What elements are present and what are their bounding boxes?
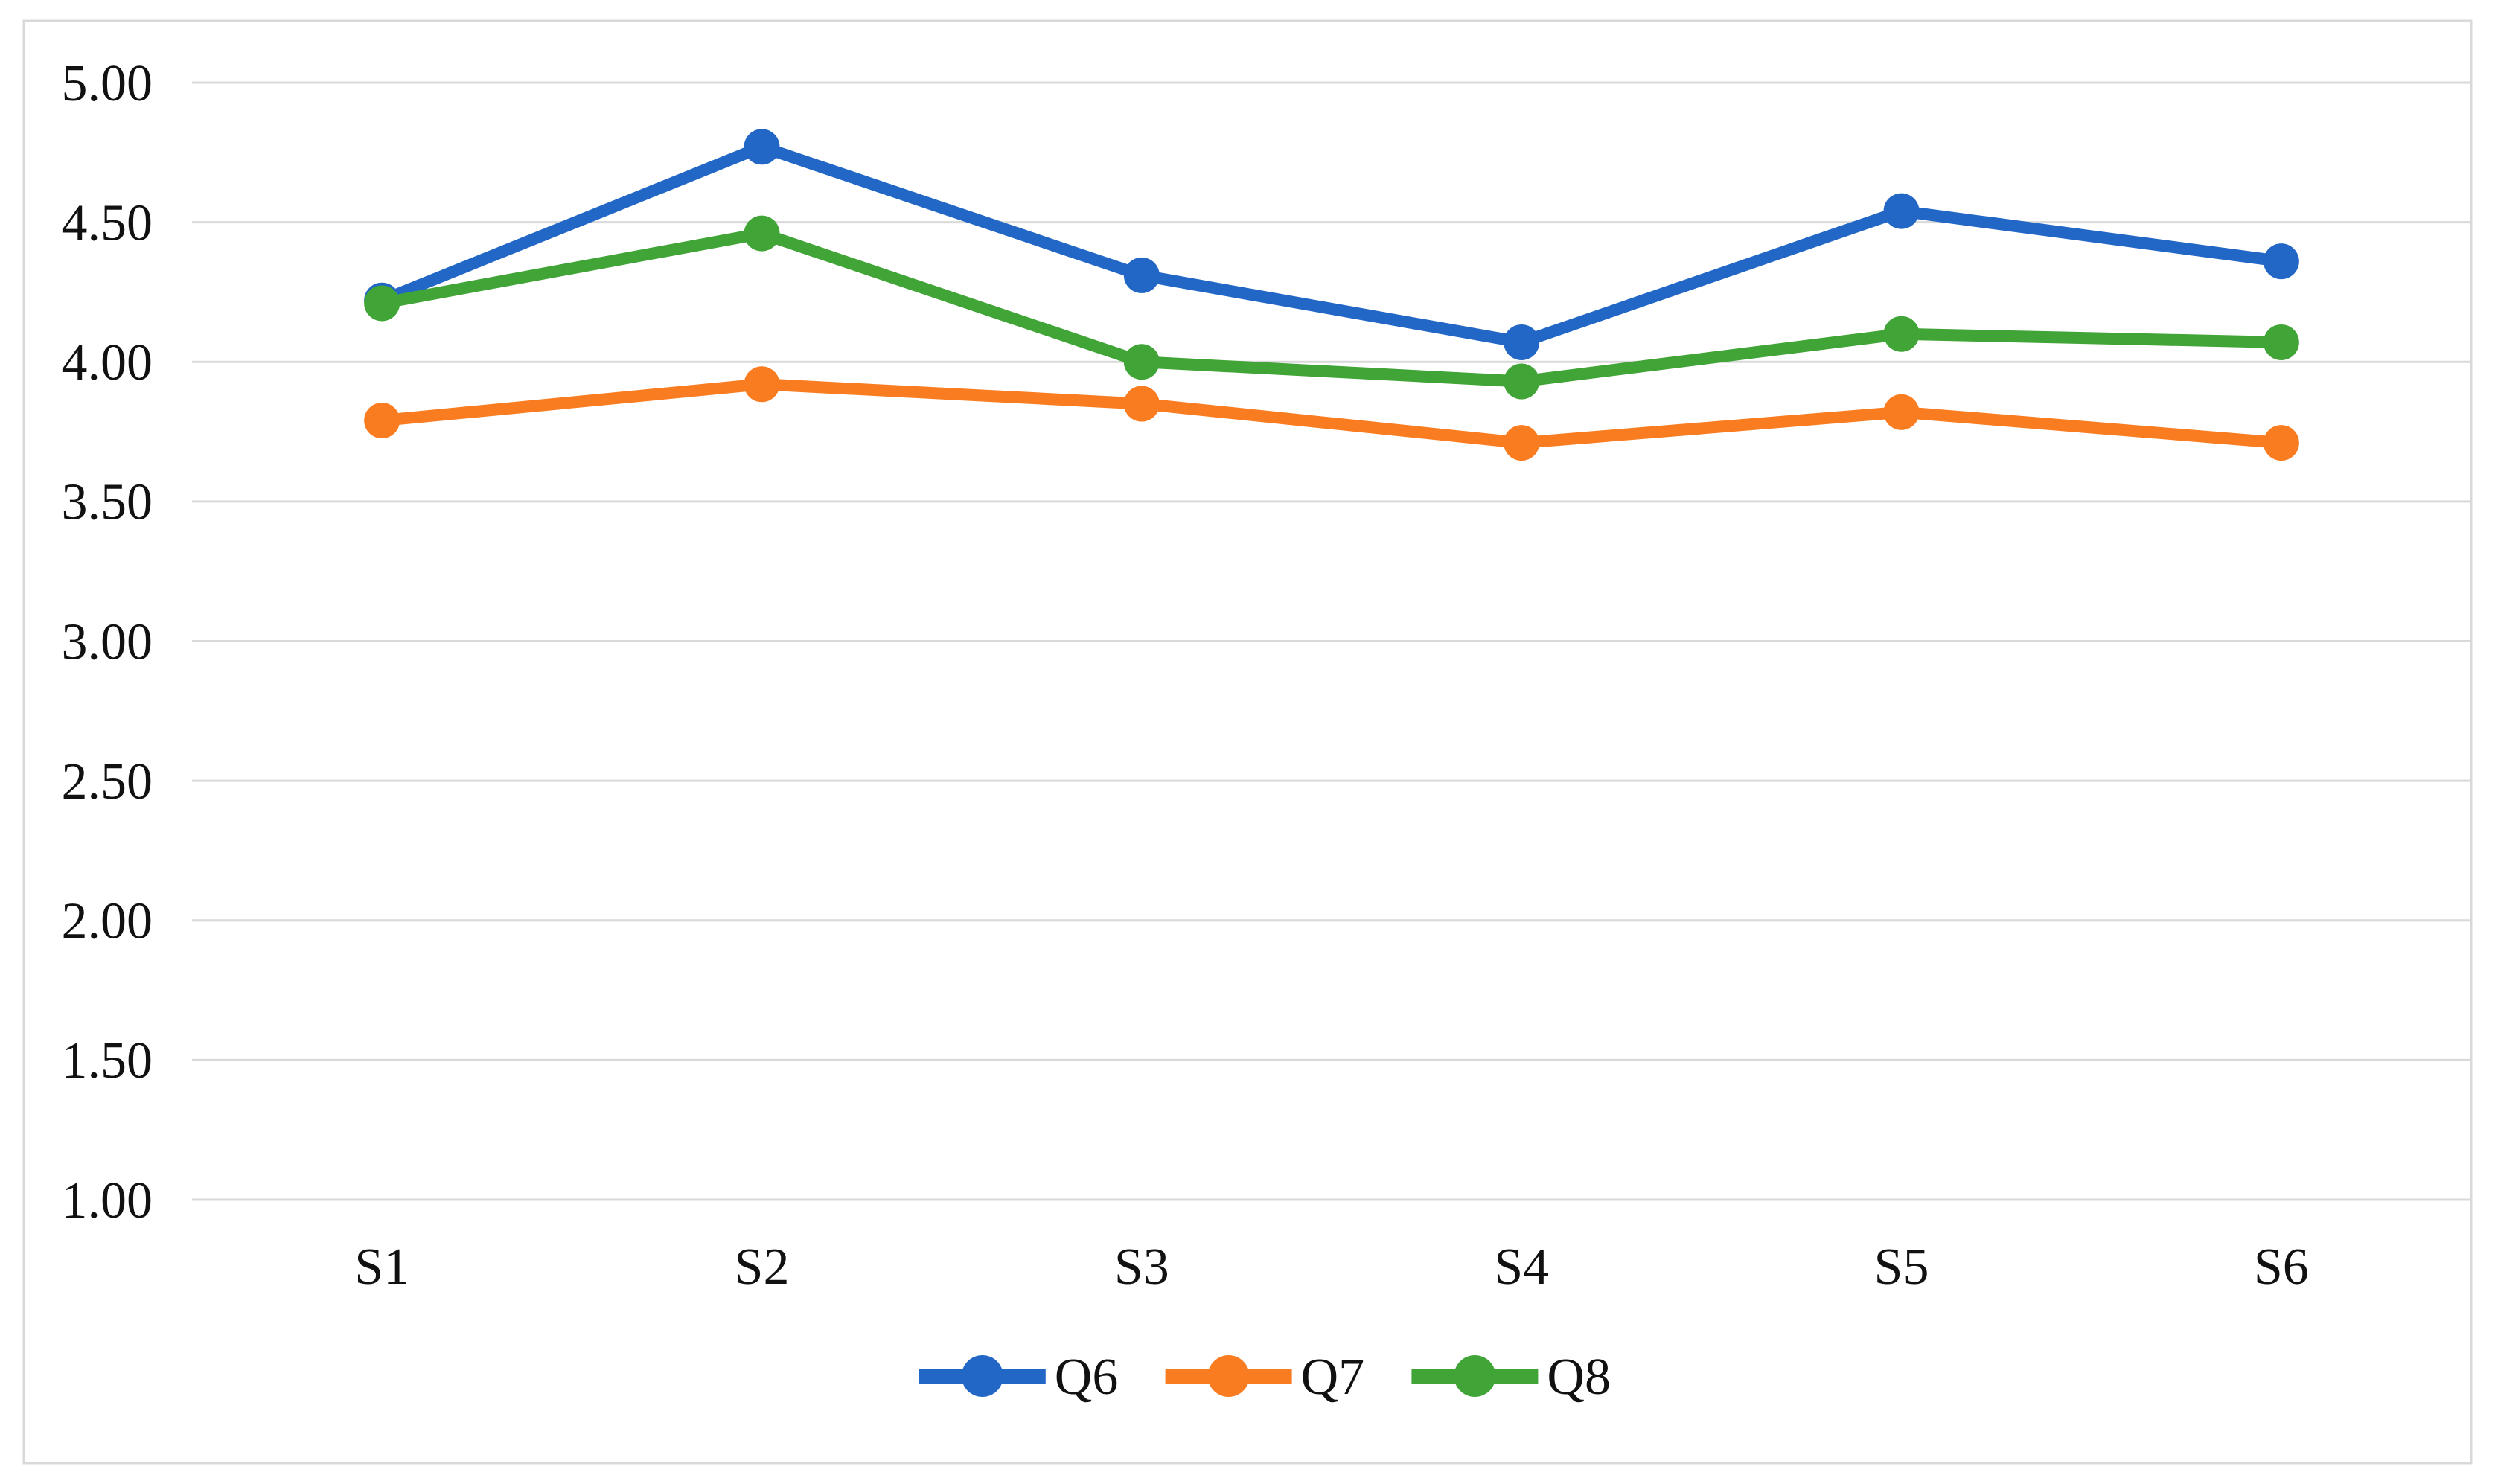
series-q7-marker xyxy=(1123,386,1160,422)
legend-item-q7: Q7 xyxy=(1165,1349,1365,1406)
series-q6-marker xyxy=(2263,243,2299,280)
y-axis-tick-label: 1.00 xyxy=(62,1172,153,1229)
series-q8-marker xyxy=(1883,316,1920,352)
series-q7-line xyxy=(376,378,2287,450)
legend-swatch-marker-q6 xyxy=(961,1355,1003,1397)
chart-border xyxy=(22,19,2473,1465)
series-q8-marker xyxy=(1123,344,1160,380)
x-axis-label: S4 xyxy=(1494,1238,1549,1296)
series-q6-line xyxy=(376,141,2287,348)
x-axis-label: S5 xyxy=(1874,1238,1929,1296)
y-axis-tick-label: 2.50 xyxy=(62,753,153,810)
legend-item-q8: Q8 xyxy=(1411,1349,1611,1406)
y-axis-tick-label: 3.00 xyxy=(62,613,153,671)
x-axis-label: S3 xyxy=(1114,1238,1169,1296)
x-axis-label: S1 xyxy=(354,1238,409,1296)
y-axis-tick-label: 4.00 xyxy=(62,334,153,391)
series-q7-marker xyxy=(1883,394,1920,430)
x-axis-label: S2 xyxy=(735,1238,790,1296)
legend-item-q6: Q6 xyxy=(919,1349,1119,1406)
legend-label-q7: Q7 xyxy=(1301,1349,1365,1406)
legend-label-q6: Q6 xyxy=(1055,1349,1119,1406)
y-axis-tick-label: 5.00 xyxy=(62,55,153,112)
series-q6-marker xyxy=(744,129,780,165)
series-q6-marker xyxy=(1123,257,1160,293)
legend-swatch-marker-q7 xyxy=(1207,1355,1250,1397)
legend-label-q8: Q8 xyxy=(1547,1349,1611,1406)
series-q8-marker xyxy=(364,285,400,322)
legend-swatch-marker-q8 xyxy=(1454,1355,1496,1397)
series-q7-marker xyxy=(364,403,400,439)
series-q7-marker xyxy=(1504,425,1540,461)
y-axis-tick-label: 1.50 xyxy=(62,1032,153,1090)
y-axis-tick-label: 2.00 xyxy=(62,893,153,950)
y-axis-tick-label: 4.50 xyxy=(62,194,153,252)
y-axis-tick-label: 3.50 xyxy=(62,474,153,531)
series-q8-marker xyxy=(1504,363,1540,400)
series-q6-marker xyxy=(1883,193,1920,229)
series-q8-line xyxy=(376,227,2287,388)
x-axis-label: S6 xyxy=(2254,1238,2309,1296)
series-q6-marker xyxy=(1504,324,1540,360)
series-q7-marker xyxy=(2263,425,2299,461)
series-q8-marker xyxy=(744,215,780,252)
series-q8-marker xyxy=(2263,324,2299,360)
series-q7-marker xyxy=(744,366,780,403)
